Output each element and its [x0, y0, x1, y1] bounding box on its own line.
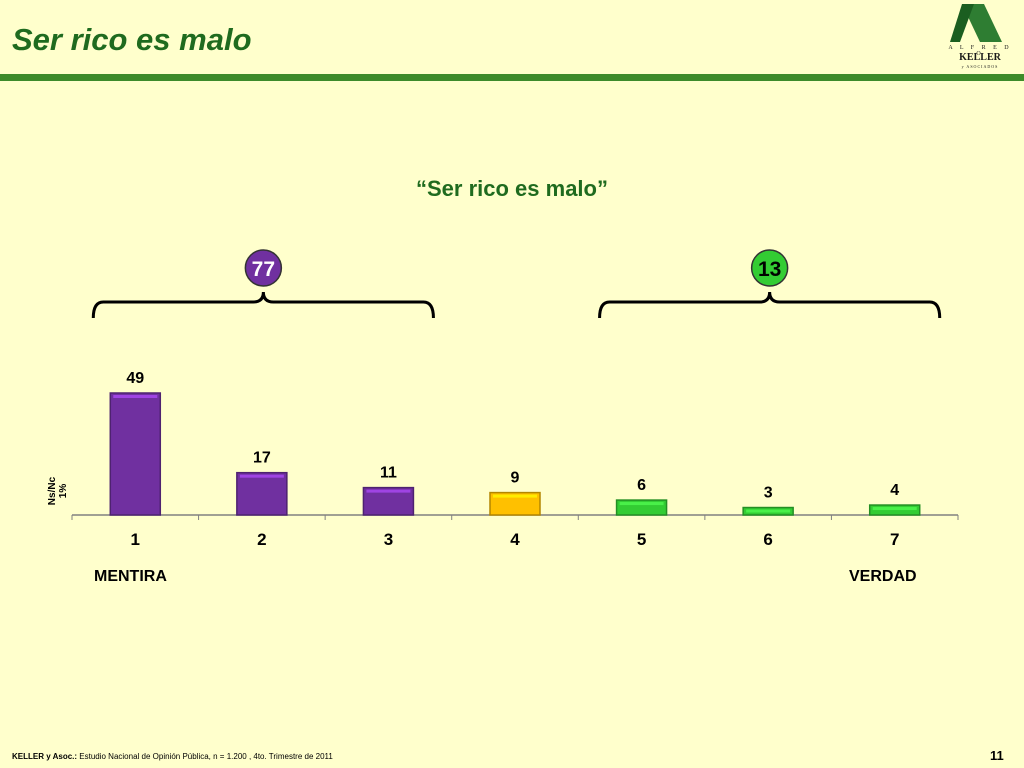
group-total-value: 13	[758, 258, 781, 281]
bar-value-label: 3	[764, 485, 773, 502]
bar-value-label: 49	[126, 370, 144, 387]
bar-value-label: 17	[253, 450, 271, 467]
x-tick-label: 1	[131, 530, 140, 549]
bar-highlight	[366, 489, 411, 493]
keller-logo: A L F R E D O KELLER y ASOCIADOS	[948, 2, 1012, 72]
bar-value-label: 9	[511, 470, 520, 487]
bar-value-label: 11	[380, 465, 397, 482]
title-rule	[0, 74, 1024, 81]
bar-value-label: 6	[637, 477, 646, 494]
group-brace	[598, 291, 942, 319]
x-tick-label: 5	[637, 530, 646, 549]
group-total-value: 77	[252, 258, 275, 281]
x-tick-label: 7	[890, 530, 899, 549]
bar-highlight	[113, 395, 158, 398]
group-total-badge	[750, 249, 789, 287]
footer-source-bold: KELLER y Asoc.:	[12, 752, 78, 761]
logo-brand-name: KELLER	[959, 52, 1001, 63]
bar-value-label: 4	[890, 482, 899, 499]
footer-source-text: Estudio Nacional de Opinión Pública, n =…	[77, 752, 333, 761]
bar-highlight	[746, 509, 791, 513]
bar	[489, 491, 541, 516]
chart-title: “Ser rico es malo”	[416, 176, 608, 201]
bar-highlight	[619, 502, 664, 506]
page-number: 11	[990, 748, 1004, 763]
bar	[236, 471, 288, 516]
bar-highlight	[493, 494, 537, 498]
bar	[109, 392, 162, 516]
x-tick-label: 3	[384, 530, 393, 549]
bar-highlight	[872, 507, 917, 511]
y-axis-label: Ns/Nc 1%	[47, 476, 69, 506]
x-tick-label: 2	[257, 530, 266, 549]
x-tick-label: 6	[763, 530, 772, 549]
group-total-badge	[244, 249, 283, 287]
x-tick-label: 4	[510, 530, 520, 549]
logo-top-text: A L F R E D O	[948, 45, 1012, 57]
keller-logo-mark	[950, 4, 1002, 42]
logo-sub-text: y ASOCIADOS	[961, 64, 999, 69]
bar-highlight	[239, 474, 284, 478]
footer-source: KELLER y Asoc.: Estudio Nacional de Opin…	[12, 752, 333, 761]
slide-title: Ser rico es malo	[12, 22, 252, 57]
group-brace	[91, 291, 435, 319]
scale-right-label: VERDAD	[849, 568, 917, 585]
scale-left-label: MENTIRA	[94, 568, 167, 585]
